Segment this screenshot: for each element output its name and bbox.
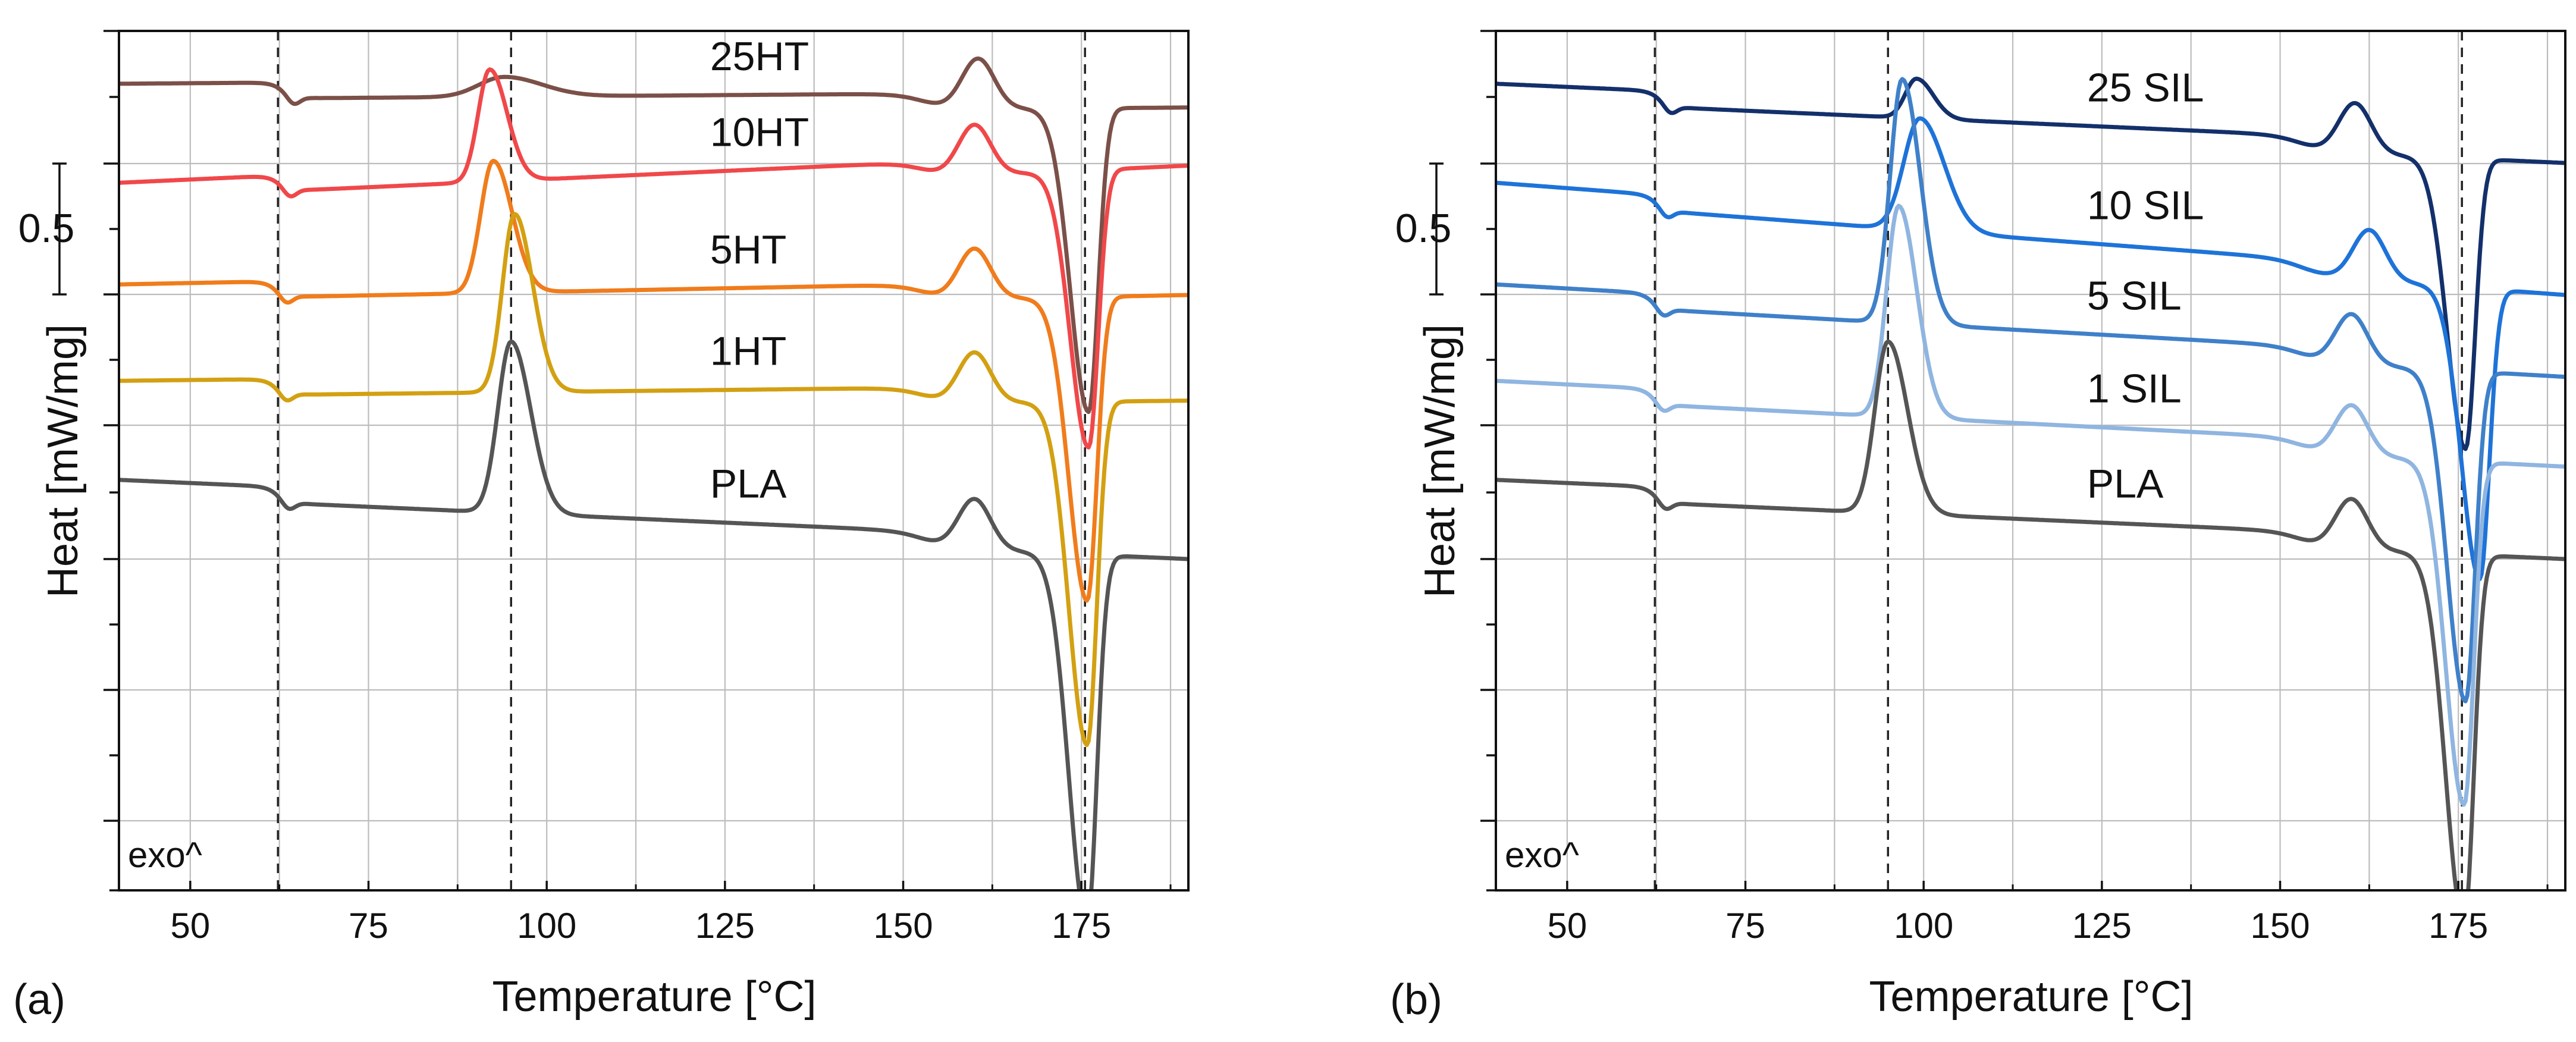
series-line-1-sil	[1496, 203, 2565, 807]
series-label-5-sil: 5 SIL	[2087, 274, 2182, 319]
plot-frame	[1495, 30, 2566, 892]
series-label-25ht: 25HT	[710, 34, 809, 79]
plot-frame	[118, 30, 1190, 892]
series-label-pla: PLA	[710, 462, 787, 507]
panel-a-scale-bar-label: 0.5	[18, 206, 75, 251]
x-tick-label: 150	[2250, 906, 2310, 946]
panel-a-scale-bar	[52, 162, 67, 296]
series-label-10-sil: 10 SIL	[2087, 183, 2204, 228]
series-label-5ht: 5HT	[710, 227, 786, 272]
series-label-1ht: 1HT	[710, 329, 786, 374]
series-line-10ht	[119, 67, 1188, 450]
x-tick-label: 150	[873, 906, 933, 946]
panel-a-panel-label: (a)	[13, 976, 65, 1024]
series-line-1ht	[119, 212, 1188, 748]
panel-b-series-labels: 25 SIL 10 SIL 5 SIL 1 SIL PLA	[2087, 65, 2204, 507]
x-tick-label: 125	[2072, 906, 2132, 946]
x-tick-label: 50	[1547, 906, 1587, 946]
panel-a-ticks: 50 75 100 125 150 175	[103, 30, 1172, 946]
series-line-25-sil	[1496, 76, 2565, 451]
series-line-pla	[119, 339, 1188, 890]
series-line-25ht	[119, 56, 1188, 415]
x-tick-label: 50	[170, 906, 210, 946]
panel-b-exo-label: exo^	[1505, 835, 1579, 875]
x-tick-label: 125	[695, 906, 755, 946]
series-line-pla	[1496, 339, 2565, 890]
panel-a-frame	[118, 30, 1190, 892]
series-label-1-sil: 1 SIL	[2087, 366, 2182, 412]
panel-b-reference-lines	[1653, 31, 2463, 890]
panel-a-x-axis-label: Temperature [°C]	[492, 973, 817, 1021]
panel-b-ticks: 50 75 100 125 150 175	[1480, 30, 2549, 946]
panel-b-x-axis-label: Temperature [°C]	[1869, 973, 2194, 1021]
panel-b-scale-bar-label: 0.5	[1395, 206, 1452, 251]
panel-a-y-axis-label: Heat [mW/mg]	[39, 324, 87, 598]
x-tick-label: 175	[1052, 906, 1111, 946]
panel-b-curves	[1496, 76, 2565, 890]
panel-b-panel-label: (b)	[1390, 976, 1442, 1024]
series-label-10ht: 10HT	[710, 109, 809, 155]
x-tick-label: 100	[1894, 906, 1953, 946]
panel-b-scale-bar	[1429, 162, 1444, 296]
panel-a-reference-lines	[277, 31, 1086, 890]
series-label-25-sil: 25 SIL	[2087, 65, 2204, 111]
panel-b-y-axis-label: Heat [mW/mg]	[1416, 324, 1464, 598]
series-label-pla: PLA	[2087, 462, 2164, 507]
x-tick-label: 75	[1725, 906, 1765, 946]
panel-b-frame	[1495, 30, 2566, 892]
series-line-5ht	[119, 158, 1188, 603]
x-tick-label: 175	[2428, 906, 2488, 946]
x-tick-label: 75	[349, 906, 388, 946]
panel-b-chart: 50 75 100 125 150 175 25 SIL 10 SIL 5 SIL 1 SIL P…	[1390, 30, 2566, 1024]
panel-a-exo-label: exo^	[128, 835, 202, 875]
panel-b-grid	[1496, 31, 2565, 890]
panel-a-series-labels: 25HT 10HT 5HT 1HT PLA	[710, 34, 809, 507]
series-line-10-sil	[1496, 116, 2565, 582]
x-tick-label: 100	[517, 906, 576, 946]
panel-a-curves	[119, 56, 1188, 890]
series-line-5-sil	[1496, 77, 2565, 704]
